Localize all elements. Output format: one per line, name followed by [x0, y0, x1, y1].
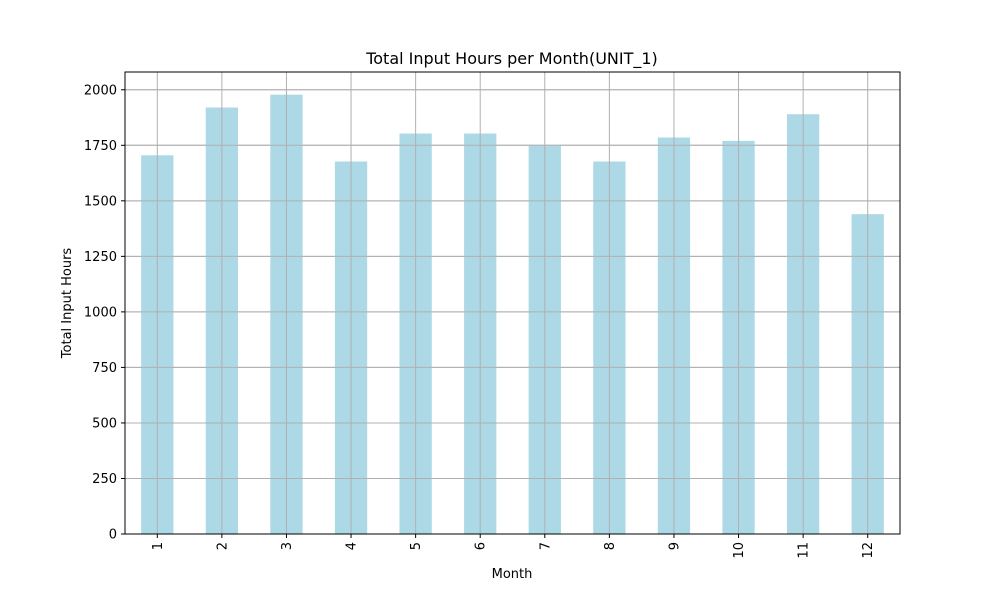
- y-tick-label: 1500: [84, 194, 117, 209]
- x-axis-label: Month: [492, 567, 533, 582]
- y-tick-label: 2000: [84, 83, 117, 98]
- x-tick-label: 3: [280, 542, 295, 550]
- x-tick-label: 6: [474, 542, 489, 550]
- y-axis-label: Total Input Hours: [60, 248, 75, 360]
- grid-over-layer: [125, 72, 900, 535]
- x-tick-label: 9: [667, 542, 682, 550]
- y-axis-ticks: 0 250 500 750 1000 1250 1500 1750 2000: [84, 83, 125, 543]
- x-tick-label: 12: [861, 542, 876, 559]
- x-tick-label: 11: [797, 542, 812, 559]
- plot-frame: [124, 71, 901, 535]
- y-tick-label: 1750: [84, 139, 117, 154]
- bars-layer: [141, 94, 884, 535]
- x-axis-ticks: 1 2 3 4 5 6 7 8 9 10 11 12: [151, 534, 876, 559]
- x-tick-label: 2: [215, 542, 230, 550]
- x-tick-label: 8: [603, 542, 618, 550]
- y-tick-label: 1000: [84, 305, 117, 320]
- x-tick-label: 5: [409, 542, 424, 550]
- y-tick-label: 750: [92, 361, 117, 376]
- x-tick-label: 10: [732, 542, 747, 559]
- x-tick-label: 1: [151, 542, 166, 550]
- y-tick-label: 250: [92, 472, 117, 487]
- y-tick-label: 0: [109, 528, 117, 543]
- y-tick-label: 500: [92, 416, 117, 431]
- y-tick-label: 1250: [84, 250, 117, 265]
- x-tick-label: 7: [538, 542, 553, 550]
- x-tick-label: 4: [345, 542, 360, 550]
- chart-title: Total Input Hours per Month(UNIT_1): [365, 49, 658, 69]
